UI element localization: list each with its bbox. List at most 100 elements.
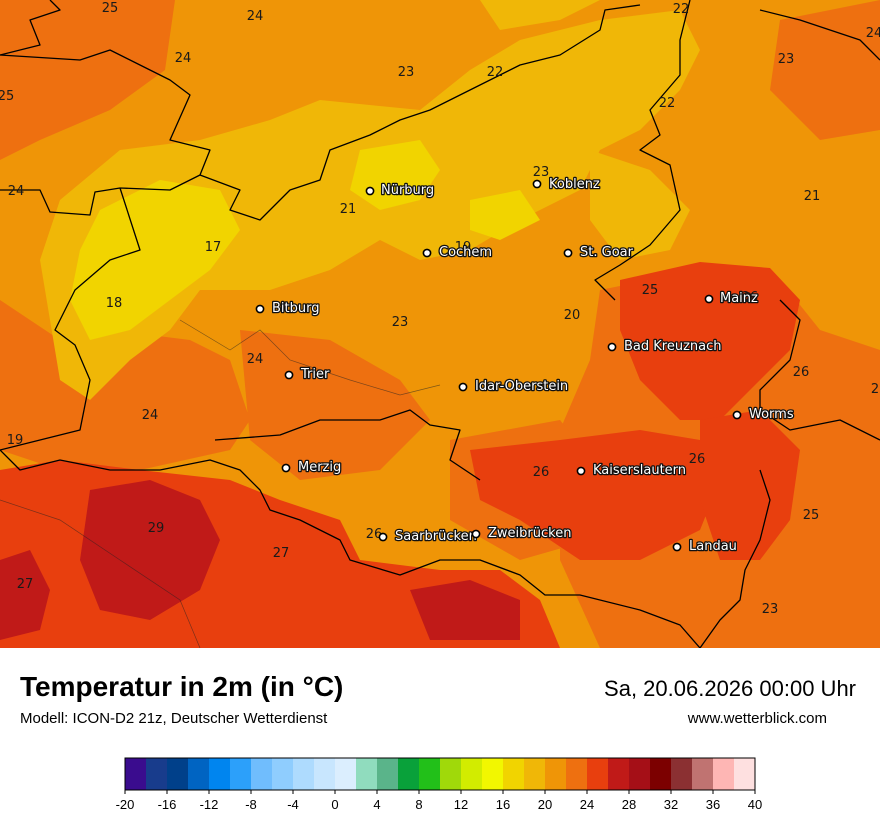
city-idar-oberstein: Idar-Oberstein	[458, 378, 569, 395]
city-nuerburg: Nürburg	[365, 182, 435, 199]
value-label: 23	[533, 165, 550, 180]
value-label: 23	[778, 52, 795, 67]
legend-tick-label: 20	[538, 797, 552, 812]
city-label: Koblenz	[549, 177, 600, 192]
temperature-values: 25 24 24 23 22 22 22 23 24 25 24 23 21 2…	[0, 1, 880, 617]
city-label: Saarbrücken	[395, 529, 477, 544]
legend-swatch	[209, 758, 231, 790]
legend-tick-label: 0	[331, 797, 338, 812]
legend-swatch	[566, 758, 588, 790]
value-label: 24	[247, 9, 264, 24]
legend-swatch	[629, 758, 651, 790]
value-label: 24	[175, 51, 192, 66]
legend-swatch	[650, 758, 672, 790]
legend-tick-label: -4	[287, 797, 299, 812]
value-label: 20	[564, 308, 581, 323]
city-trier: Trier	[284, 366, 331, 383]
value-label: 21	[340, 202, 357, 217]
legend-swatch	[398, 758, 420, 790]
city-label: Zweibrücken	[488, 526, 571, 541]
legend-tick-label: -16	[158, 797, 177, 812]
legend-swatch	[440, 758, 462, 790]
legend-swatches	[125, 758, 756, 790]
value-label: 17	[205, 240, 222, 255]
cool-zone-19	[40, 0, 700, 400]
city-mainz: Mainz	[704, 290, 759, 307]
city-label: Worms	[749, 407, 794, 422]
legend-swatch	[230, 758, 252, 790]
city-label: Mainz	[720, 291, 758, 306]
value-label: 24	[142, 408, 159, 423]
value-label: 25	[0, 89, 14, 104]
legend-swatch	[587, 758, 609, 790]
city-cochem: Cochem	[422, 244, 493, 261]
value-label: 18	[106, 296, 123, 311]
legend-swatch	[503, 758, 525, 790]
legend-tick-label: -20	[116, 797, 135, 812]
city-label: Cochem	[439, 245, 492, 260]
legend-swatch	[482, 758, 504, 790]
value-label: 26	[366, 527, 383, 542]
city-label: St. Goar	[580, 245, 634, 260]
city-saarbruecken: Saarbrücken	[378, 528, 478, 545]
legend-tick-label: 28	[622, 797, 636, 812]
legend-tick-label: 32	[664, 797, 678, 812]
value-label: 2	[871, 382, 879, 397]
legend-swatch	[125, 758, 147, 790]
value-label: 19	[455, 240, 472, 255]
legend-swatch	[692, 758, 714, 790]
legend-swatch	[314, 758, 336, 790]
value-label: 25	[102, 1, 119, 16]
city-bitburg: Bitburg	[255, 300, 321, 317]
model-info: Modell: ICON-D2 21z, Deutscher Wetterdie…	[20, 710, 328, 727]
city-st-goar: St. Goar	[563, 244, 635, 261]
legend-swatch	[524, 758, 546, 790]
city-label: Bad Kreuznach	[624, 339, 722, 354]
legend-swatch	[377, 758, 399, 790]
value-label: 25	[803, 508, 820, 523]
value-label: 26	[742, 290, 759, 305]
value-label: 26	[689, 452, 706, 467]
legend-swatch	[251, 758, 273, 790]
value-label: 24	[866, 26, 880, 41]
city-markers: Nürburg Koblenz Cochem St. Goar Bitburg …	[255, 176, 795, 555]
legend-swatch	[167, 758, 189, 790]
value-label: 22	[659, 96, 676, 111]
city-landau: Landau	[672, 538, 738, 555]
legend-swatch	[419, 758, 441, 790]
forecast-datetime: Sa, 20.06.2026 00:00 Uhr	[604, 676, 856, 701]
legend-tick-label: 12	[454, 797, 468, 812]
legend-tick-label: 40	[748, 797, 762, 812]
value-label: 26	[533, 465, 550, 480]
value-label: 24	[247, 352, 264, 367]
legend-swatch	[272, 758, 294, 790]
hot-zone-27	[0, 480, 520, 640]
value-label: 29	[148, 521, 165, 536]
value-label: 27	[273, 546, 290, 561]
legend-swatch	[188, 758, 210, 790]
legend-frame	[124, 757, 756, 791]
legend-tick-label: -8	[245, 797, 257, 812]
color-legend: -20 -16 -12 -8 -4 0 4 8 12 16 20 24 28 32 36 40	[116, 757, 762, 812]
legend-swatch	[461, 758, 483, 790]
legend-swatch	[545, 758, 567, 790]
city-worms: Worms	[732, 406, 795, 423]
legend-tick-label: 36	[706, 797, 720, 812]
legend-ticks: -20 -16 -12 -8 -4 0 4 8 12 16 20 24 28 32 36 40	[116, 790, 762, 812]
city-label: Bitburg	[272, 301, 320, 316]
river-lines	[0, 319, 441, 648]
value-label: 22	[673, 2, 690, 17]
value-label: 27	[17, 577, 34, 592]
city-label: Idar-Oberstein	[475, 379, 568, 394]
state-borders	[0, 0, 880, 648]
legend-swatch	[146, 758, 168, 790]
legend-swatch	[293, 758, 315, 790]
value-label: 23	[398, 65, 415, 80]
city-label: Trier	[300, 367, 330, 382]
legend-tick-label: 16	[496, 797, 510, 812]
value-label: 23	[762, 602, 779, 617]
value-label: 21	[804, 189, 821, 204]
city-merzig: Merzig	[281, 459, 343, 476]
city-zweibruecken: Zweibrücken	[471, 525, 573, 542]
city-bad-kreuznach: Bad Kreuznach	[607, 338, 723, 355]
